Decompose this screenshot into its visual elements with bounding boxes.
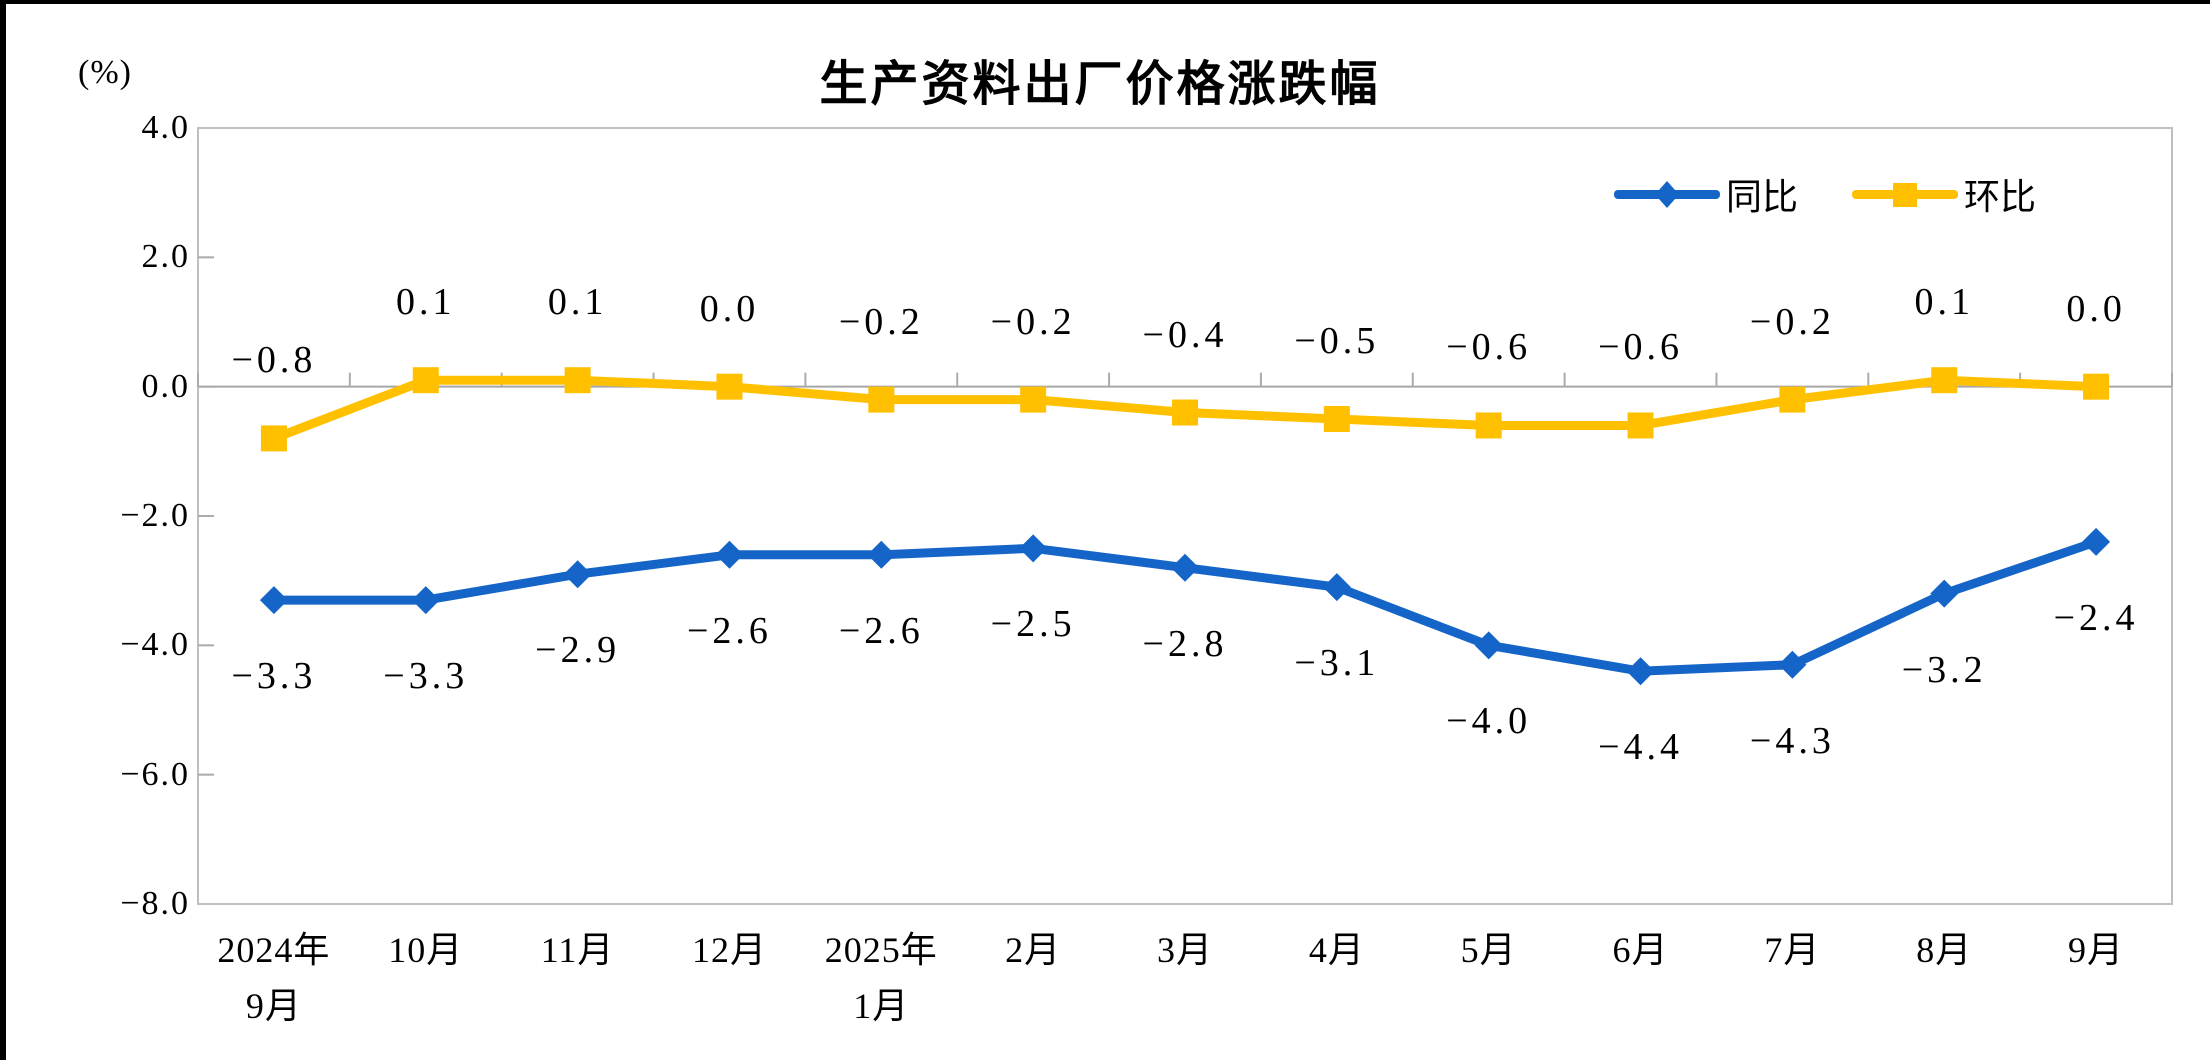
screenshot-edge-left: [0, 0, 6, 1060]
tongbi-marker: [1930, 579, 1959, 608]
x-axis-label: 5月: [1460, 930, 1517, 970]
tongbi-marker: [867, 540, 896, 569]
tongbi-data-label: −2.9: [535, 629, 621, 672]
y-tick-label: −2.0: [120, 497, 190, 534]
huanbi-data-label: −0.6: [1446, 326, 1532, 369]
tongbi-marker: [563, 560, 592, 589]
huanbi-data-label: 0.1: [547, 281, 608, 324]
tongbi-data-label: −2.4: [2053, 596, 2139, 639]
huanbi-marker: [1475, 412, 1502, 439]
tongbi-data-label: −2.5: [990, 603, 1076, 646]
huanbi-data-label: −0.2: [990, 300, 1076, 343]
huanbi-marker: [260, 425, 287, 452]
huanbi-data-label: −0.8: [231, 339, 317, 382]
x-axis-label: 8月: [1916, 930, 1973, 970]
y-tick-label: 0.0: [141, 367, 190, 405]
x-axis-label: 2月: [1005, 930, 1062, 970]
huanbi-marker: [716, 373, 743, 400]
legend-label-huanbi: 环比: [1964, 176, 2037, 217]
x-axis-label: 10月: [388, 930, 464, 970]
x-axis-label: 2025年 1月: [824, 930, 938, 1026]
tongbi-marker: [1626, 657, 1655, 686]
tongbi-marker: [1474, 631, 1503, 660]
huanbi-marker: [1779, 386, 1806, 413]
x-axis-label: 3月: [1156, 930, 1213, 970]
huanbi-marker: [1931, 367, 1958, 394]
x-axis-label: 6月: [1612, 930, 1669, 970]
tongbi-data-label: −3.3: [383, 655, 469, 698]
huanbi-marker: [564, 367, 591, 394]
tongbi-marker: [715, 540, 744, 569]
tongbi-data-label: −3.2: [1901, 648, 1987, 691]
tongbi-marker: [1019, 534, 1048, 563]
huanbi-data-label: −0.2: [1749, 300, 1835, 343]
huanbi-data-label: −0.5: [1294, 320, 1380, 362]
huanbi-marker: [1020, 386, 1047, 413]
tongbi-data-label: −2.6: [686, 609, 772, 652]
y-tick-label: 2.0: [141, 238, 190, 276]
y-tick-label: −8.0: [120, 885, 190, 922]
huanbi-data-label: −0.4: [1142, 313, 1228, 356]
tongbi-data-label: −2.8: [1142, 622, 1228, 665]
huanbi-marker: [1627, 412, 1654, 439]
huanbi-legend-marker-icon: [1852, 183, 1959, 207]
x-axis-label: 7月: [1764, 930, 1821, 970]
huanbi-marker: [1172, 399, 1198, 426]
tongbi-data-label: −4.3: [1749, 719, 1835, 762]
x-axis-label: 12月: [691, 930, 767, 970]
y-tick-label: 4.0: [141, 109, 190, 146]
huanbi-marker: [2083, 373, 2110, 400]
huanbi-data-label: −0.6: [1598, 326, 1683, 369]
huanbi-data-label: 0.0: [2066, 287, 2126, 330]
huanbi-marker: [412, 367, 439, 394]
y-tick-label: −4.0: [120, 626, 190, 664]
tongbi-marker: [2082, 527, 2111, 556]
tongbi-legend-marker-icon: [1614, 181, 1720, 208]
plot-border: [197, 127, 2173, 905]
huanbi-data-label: 0.1: [1914, 281, 1974, 324]
x-axis-label: 9月: [2068, 930, 2125, 970]
huanbi-marker: [868, 386, 895, 413]
tongbi-data-label: −3.1: [1294, 642, 1380, 685]
y-tick-label: −6.0: [120, 755, 190, 793]
screenshot-edge-top: [0, 0, 2210, 4]
chart-title: 生产资料出厂价格涨跌幅: [819, 58, 1381, 111]
tongbi-marker: [1778, 650, 1807, 679]
huanbi-marker: [1323, 406, 1350, 432]
huanbi-data-label: −0.2: [838, 300, 924, 343]
legend-item-tongbi: 同比: [1612, 168, 1798, 220]
huanbi-data-label: 0.0: [699, 287, 760, 330]
huanbi-data-label: 0.1: [396, 281, 456, 324]
legend: 同比 环比: [1612, 168, 2036, 220]
tongbi-marker: [1322, 573, 1351, 602]
x-axis-label: 4月: [1308, 930, 1365, 970]
tongbi-data-label: −4.4: [1598, 726, 1683, 769]
tongbi-marker: [411, 586, 440, 615]
tongbi-data-label: −2.6: [838, 609, 924, 652]
x-axis-label: 11月: [540, 930, 615, 970]
y-axis-unit-label: (%): [78, 54, 132, 91]
tongbi-marker: [1171, 553, 1199, 582]
x-axis-label: 2024年 9月: [217, 930, 331, 1026]
legend-item-huanbi: 环比: [1850, 168, 2036, 220]
tongbi-data-label: −4.0: [1446, 700, 1532, 743]
legend-label-tongbi: 同比: [1726, 176, 1799, 217]
tongbi-marker: [259, 586, 288, 615]
tongbi-data-label: −3.3: [231, 655, 317, 698]
